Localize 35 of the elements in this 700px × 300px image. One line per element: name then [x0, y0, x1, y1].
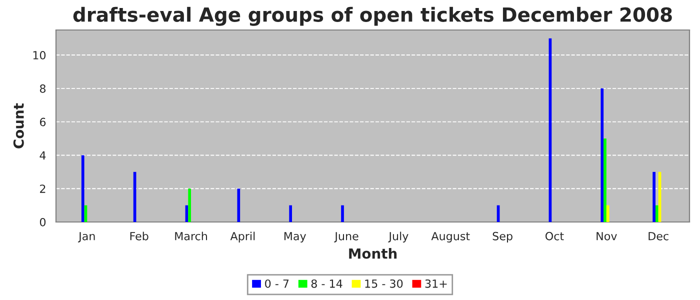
- y-tick-label: 4: [40, 151, 46, 160]
- x-tick-label: Feb: [130, 232, 148, 240]
- y-tick-label: 8: [40, 84, 46, 93]
- x-tick-label: March: [175, 232, 207, 240]
- legend-label: 15 - 30: [365, 279, 403, 288]
- x-tick-label: June: [334, 232, 358, 242]
- bar: [237, 188, 240, 222]
- y-tick-label: 10: [33, 51, 46, 60]
- bar: [600, 88, 604, 222]
- x-tick-label: Sep: [492, 232, 512, 242]
- y-tick-label: 6: [40, 118, 46, 126]
- legend-label: 31+: [425, 279, 447, 288]
- x-tick-label: August: [431, 232, 470, 242]
- bar: [655, 205, 658, 222]
- x-tick-label: Oct: [546, 232, 564, 240]
- y-tick-label: 0: [40, 218, 46, 226]
- legend-label: 0 - 7: [265, 279, 289, 288]
- bar: [341, 205, 344, 222]
- x-tick-label: Jan: [78, 232, 95, 242]
- bar: [652, 172, 656, 222]
- x-tick-label: May: [284, 232, 306, 242]
- bar: [289, 205, 292, 222]
- x-tick-label: April: [230, 232, 255, 242]
- bar: [81, 155, 84, 222]
- y-axis-title: Count: [13, 103, 24, 148]
- x-tick-label: Nov: [596, 232, 617, 240]
- chart-title: drafts-eval Age groups of open tickets December 2008: [73, 6, 672, 26]
- bar: [188, 188, 192, 222]
- y-tick-label: 2: [40, 184, 46, 193]
- bar: [606, 205, 610, 222]
- x-tick-label: July: [388, 232, 408, 242]
- x-axis-title: Month: [349, 248, 397, 259]
- legend-label: 8 - 14: [311, 279, 342, 288]
- x-tick-label: Dec: [648, 232, 668, 240]
- bar: [604, 138, 606, 222]
